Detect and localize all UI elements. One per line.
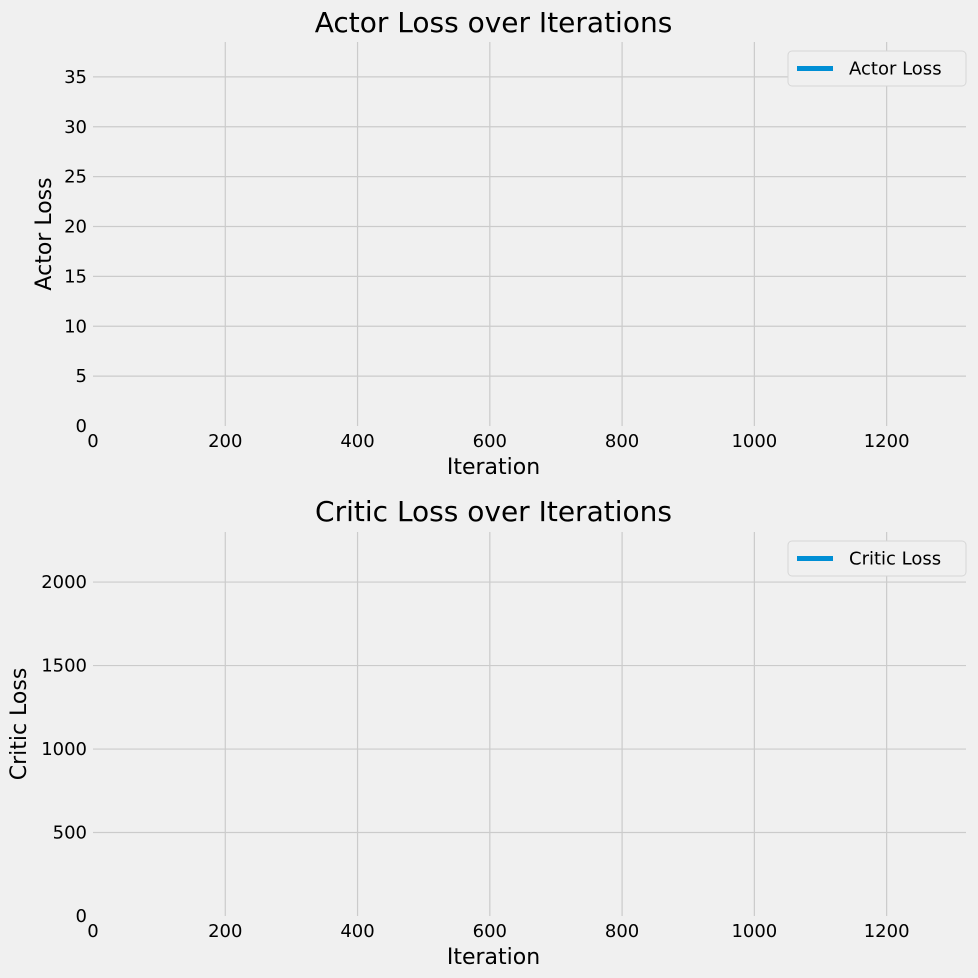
y-axis-label: Actor Loss — [32, 177, 57, 290]
y-tick-label: 20 — [64, 217, 87, 238]
x-tick-label: 800 — [605, 431, 639, 452]
x-tick-label: 1200 — [864, 431, 910, 452]
y-tick-label: 1500 — [41, 656, 87, 677]
x-tick-label: 0 — [87, 431, 98, 452]
x-tick-label: 600 — [473, 431, 507, 452]
y-tick-label: 0 — [76, 416, 87, 437]
x-tick-label: 800 — [605, 921, 639, 942]
x-tick-label: 600 — [473, 921, 507, 942]
x-axis-label: Iteration — [447, 945, 540, 970]
x-tick-label: 400 — [340, 921, 374, 942]
x-tick-label: 1000 — [731, 431, 777, 452]
x-tick-label: 200 — [208, 921, 242, 942]
y-tick-label: 25 — [64, 167, 87, 188]
y-tick-label: 1000 — [41, 739, 87, 760]
legend: Critic Loss — [787, 540, 967, 577]
x-axis-label: Iteration — [447, 455, 540, 480]
y-tick-label: 500 — [53, 823, 87, 844]
chart-title: Actor Loss over Iterations — [315, 6, 673, 39]
y-tick-label: 10 — [64, 316, 87, 337]
chart-panel-2: 0 200 400 600 800 1000 1200 0 500 1000 1500 2000 Cri… — [7, 495, 967, 970]
x-tick-label: 1000 — [731, 921, 777, 942]
x-tick-label: 200 — [208, 431, 242, 452]
legend-label: Actor Loss — [849, 59, 942, 80]
y-tick-label: 5 — [76, 366, 87, 387]
y-axis-label: Critic Loss — [7, 668, 32, 781]
x-tick-label: 400 — [340, 431, 374, 452]
y-tick-label: 15 — [64, 266, 87, 287]
x-tick-label: 0 — [87, 921, 98, 942]
x-tick-label: 1200 — [864, 921, 910, 942]
legend-label: Critic Loss — [849, 549, 941, 570]
y-tick-label: 2000 — [41, 572, 87, 593]
chart-panel-1: 0 200 400 600 800 1000 1200 0 5 10 15 20 25 30 35 Actor… — [32, 6, 967, 480]
y-tick-label: 30 — [64, 117, 87, 138]
legend-box — [787, 50, 967, 87]
y-tick-label: 35 — [64, 67, 87, 88]
y-tick-label: 0 — [76, 906, 87, 927]
legend: Actor Loss — [787, 50, 967, 87]
legend-box — [787, 540, 967, 577]
chart-title: Critic Loss over Iterations — [315, 495, 672, 528]
